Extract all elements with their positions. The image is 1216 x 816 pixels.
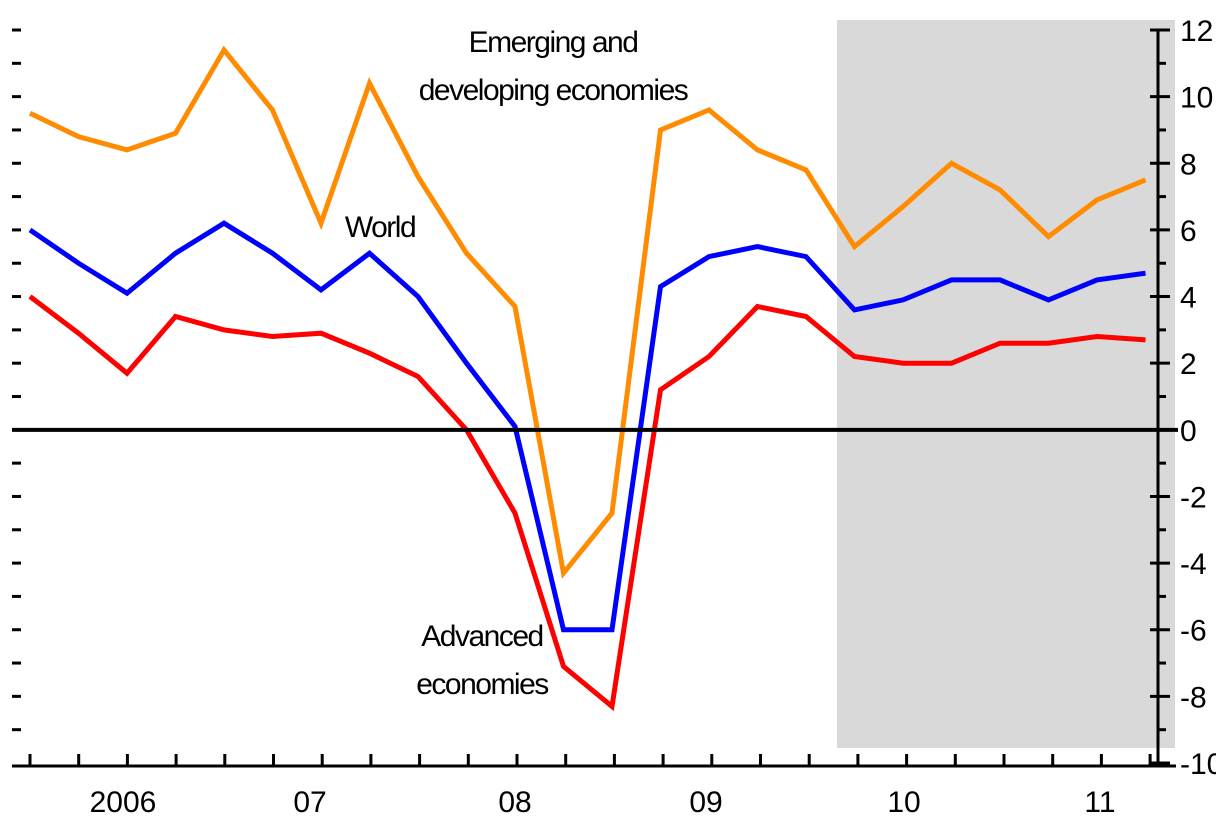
right-axis: -10 -8 -6 -4 -2 0 2 4 6 8 10 12: [1150, 15, 1216, 781]
x-tick-label: 10: [887, 786, 920, 816]
series-line-advanced-economies: [28, 294, 1146, 712]
bottom-axis: 2006 07 08 09 10 11: [12, 754, 1176, 816]
y-tick-label: 4: [1180, 282, 1197, 315]
y-tick-label: 12: [1180, 15, 1213, 48]
annotation-emerging-and-developing-economies: Emerging and: [469, 26, 638, 59]
y-tick-label: 10: [1180, 82, 1213, 115]
y-tick-label: -8: [1180, 681, 1207, 714]
y-tick-label: 8: [1180, 148, 1197, 181]
y-tick-label: -6: [1180, 615, 1207, 648]
annotation-advanced-economies: economies: [416, 668, 548, 701]
x-tick-label: 07: [293, 786, 326, 816]
y-tick-label: 2: [1180, 348, 1197, 381]
y-tick-label: 6: [1180, 215, 1197, 248]
y-tick-label: 0: [1180, 415, 1197, 448]
series-layer: [28, 45, 1147, 712]
x-tick-label: 09: [689, 786, 722, 816]
y-tick-label: -2: [1180, 481, 1207, 514]
projection-shaded-region: [837, 20, 1175, 748]
x-tick-label: 2006: [90, 786, 157, 816]
annotation-advanced-economies: Advanced: [421, 620, 542, 653]
series-line-emerging-and-developing-economies: [28, 45, 1147, 579]
annotation-world: World: [345, 211, 415, 244]
left-axis: [12, 28, 21, 732]
y-tick-label: -10: [1180, 748, 1216, 781]
x-tick-label: 08: [498, 786, 531, 816]
annotation-layer: Emerging and developing economies World Adv…: [345, 26, 689, 701]
annotation-emerging-and-developing-economies: developing economies: [419, 74, 688, 107]
y-tick-label: -4: [1180, 548, 1207, 581]
series-line-world: [28, 220, 1146, 633]
x-tick-label: 11: [1084, 786, 1115, 816]
